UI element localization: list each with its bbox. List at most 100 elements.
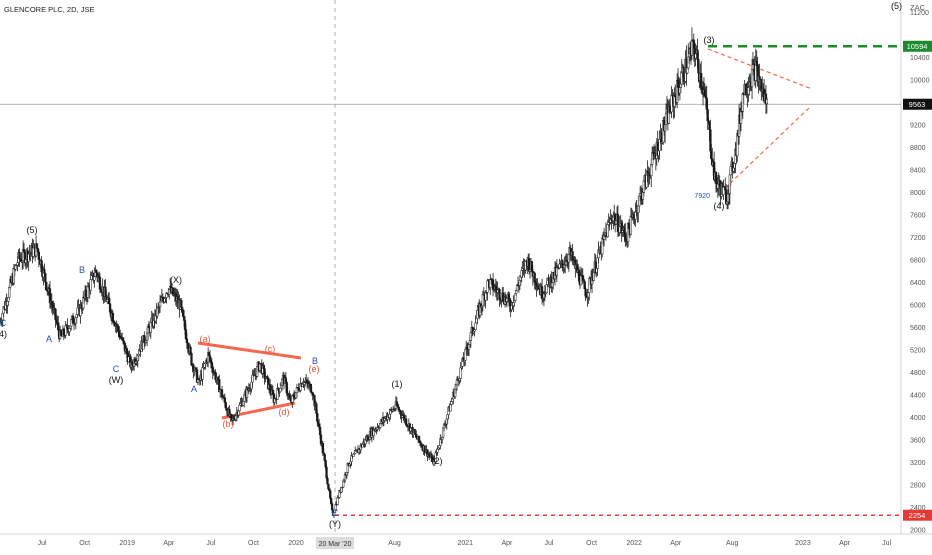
y-tick-label: 10000 [910,78,930,85]
wave-label-tri-d: (d) [279,407,290,417]
y-tick-label: 4800 [910,370,926,377]
x-tick-label: Apr [839,540,851,547]
candle-body [474,322,477,331]
candle-body [189,346,192,354]
candle-body [180,300,183,308]
y-tick-label: 5600 [910,325,926,332]
support-price-badge [903,509,932,521]
candle-body [700,73,703,87]
x-tick-label: Apr [670,540,682,547]
wave-label-y: (Y) [329,519,341,529]
y-tick-label: 9200 [910,123,926,130]
candle-body [417,435,421,442]
candle-body [765,98,769,105]
y-tick-label: 11200 [910,10,929,17]
wave-label-1: (1) [392,379,403,389]
wave-label-c-far-left: C [0,318,7,328]
x-axis-ticks: Jul Oct 2019 Apr Jul Oct 2020 Aug 2021 Apr Jul Oct 2… [38,540,892,547]
y-tick-label: 3600 [910,438,926,445]
y-tick-label: 6000 [910,303,926,310]
candle-body [404,418,408,426]
wave-label-4-far-left: 4) [0,329,7,339]
candle-body [35,243,39,249]
x-tick-label: 2021 [458,540,474,547]
candle-body [697,59,700,74]
x-tick-label: Oct [248,540,259,547]
y-tick-label: 8800 [910,145,926,152]
candle-body [326,477,329,485]
wave-label-5-left: (5) [27,225,38,235]
candle-body [111,312,115,322]
y-tick-label: 5200 [910,348,926,355]
y-tick-label: 7600 [910,213,926,220]
x-tick-label: Oct [586,540,597,547]
x-tick-label: Jul [38,540,47,547]
x-tick-label: Aug [726,540,739,547]
wave-label-c-bottom: C [332,508,339,518]
y-tick-label: 2000 [910,528,926,535]
x-tick-label: Jul [545,540,554,547]
wave-label-3: (3) [704,35,715,45]
x-tick-label: Apr [501,540,513,547]
wave-label-a-left: A [46,334,52,344]
y-tick-label: 10400 [910,55,930,62]
candle-body [201,367,204,380]
candle-body [323,454,326,461]
y-tick-label: 2800 [910,483,926,490]
candle-body [122,340,126,344]
y-tick-label: 7200 [910,235,926,242]
x-tick-label: Jul [206,540,215,547]
candle-body [316,413,319,422]
wave-label-w: (W) [109,375,124,385]
symbol-title: GLENCORE PLC, 2D, JSE [4,5,94,14]
y-tick-label: 4000 [910,415,926,422]
currency-label: ZAC [910,3,926,12]
wave-label-a-mid: A [191,384,197,394]
candle-body [722,186,725,196]
x-tick-label: 2019 [119,540,135,547]
candle-body [423,445,426,453]
candle-body [45,281,48,290]
y-tick-label: 4400 [910,393,926,400]
candle-body [44,273,47,283]
x-tick-label: 2020 [288,540,304,547]
candle-body [158,301,162,307]
y-tick-label: 2400 [910,505,926,512]
wave-label-b-mid: B [312,356,318,366]
last-price-badge [903,98,932,110]
wave-label-b-left: B [79,265,85,275]
wave-label-x: (X) [170,275,182,285]
y-tick-label: 8400 [910,168,926,175]
candle-body [89,279,92,291]
candle-body [32,247,35,257]
x-tick-label: Jul [882,540,891,547]
resistance-price-badge [903,40,932,52]
low-price-annotation: 7920 [694,193,710,200]
wave-label-tri-b: (b) [223,419,234,429]
x-tick-label: Apr [163,540,175,547]
triangle-upper-line [707,48,813,90]
x-tick-label: Aug [388,540,401,547]
candle-body [238,405,241,412]
wave-label-tri-e: (e) [309,364,320,374]
y-tick-label: 3200 [910,460,926,467]
candle-body [86,286,90,298]
candle-body [547,277,550,281]
triangle-upper-trendline [197,341,302,360]
date-highlight-label: 20 Mar '20 [319,541,352,548]
candle-body [664,112,668,125]
candle-body [481,294,485,307]
candle-body [93,276,96,281]
wave-label-tri-a: (a) [200,334,211,344]
date-highlight-box [316,537,354,549]
support-price-label: 2254 [909,511,926,520]
wave-label-2: (2) [432,456,443,466]
last-price-label: 9563 [909,100,926,109]
y-tick-label: 8000 [910,190,926,197]
candle-body [230,414,233,418]
candle-body [243,394,246,402]
x-tick-label: Oct [79,540,90,547]
